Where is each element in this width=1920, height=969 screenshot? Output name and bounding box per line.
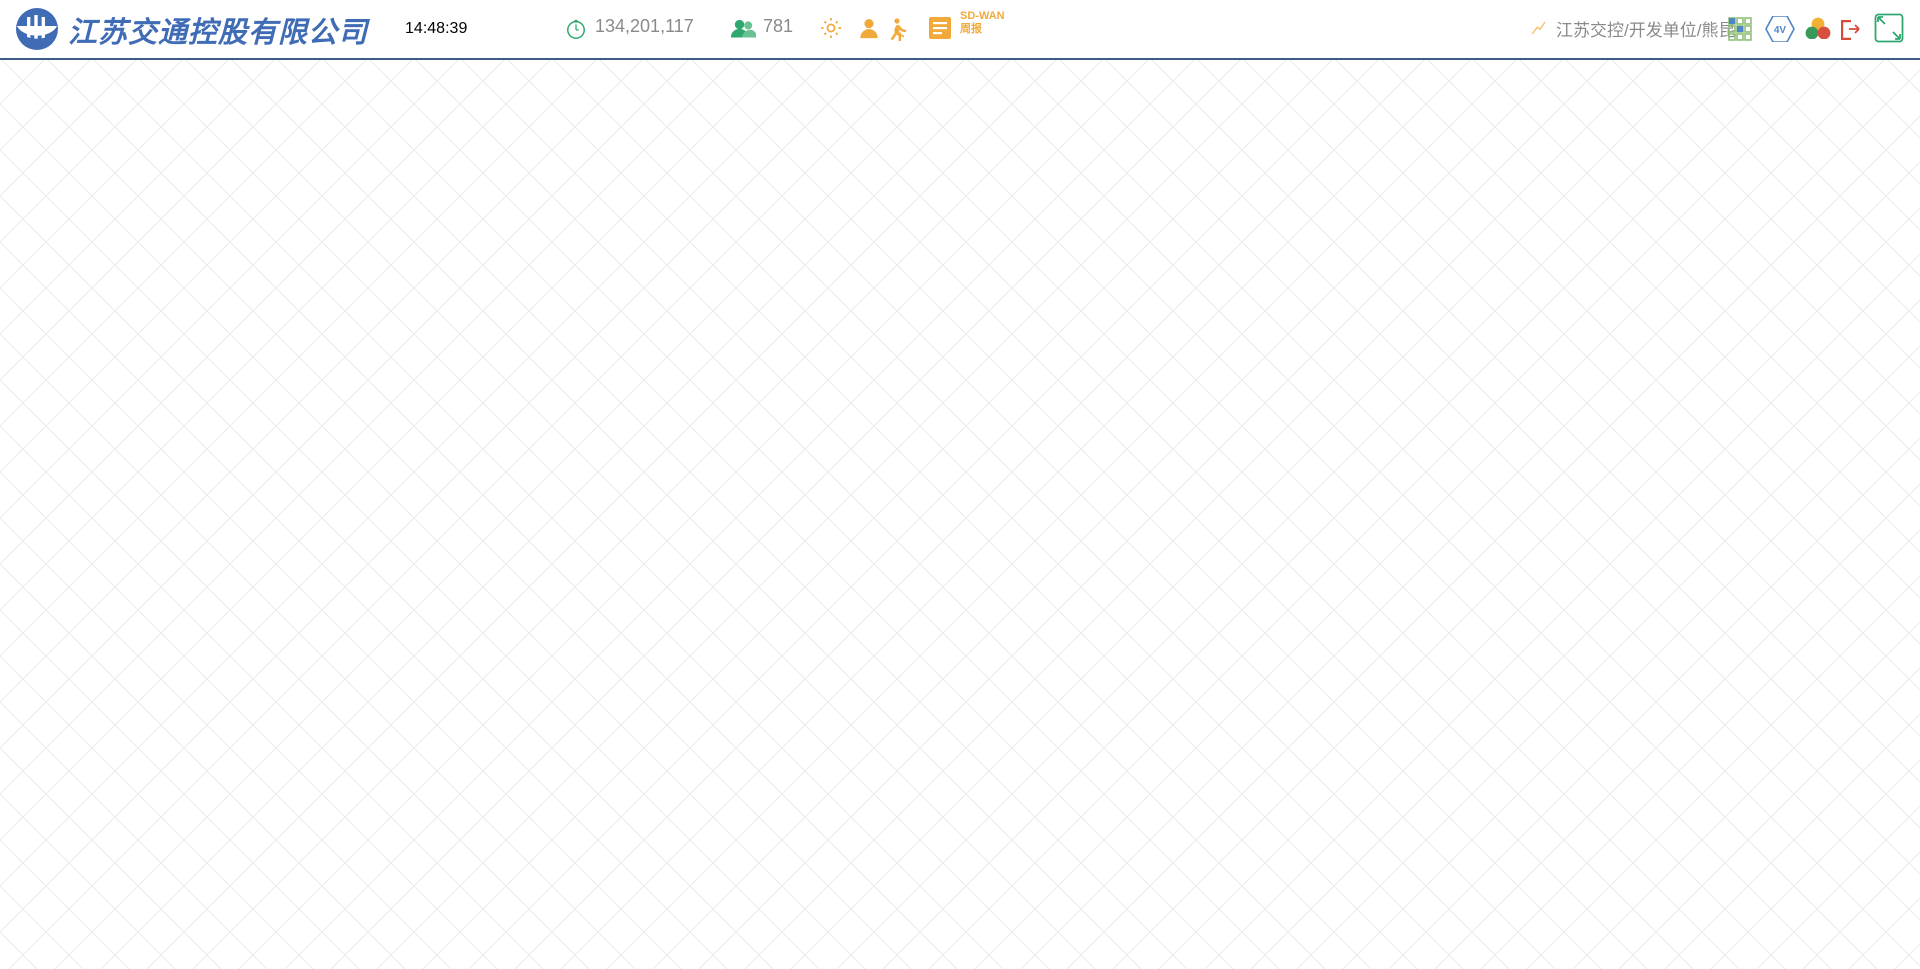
svg-text:4V: 4V <box>1774 25 1787 36</box>
